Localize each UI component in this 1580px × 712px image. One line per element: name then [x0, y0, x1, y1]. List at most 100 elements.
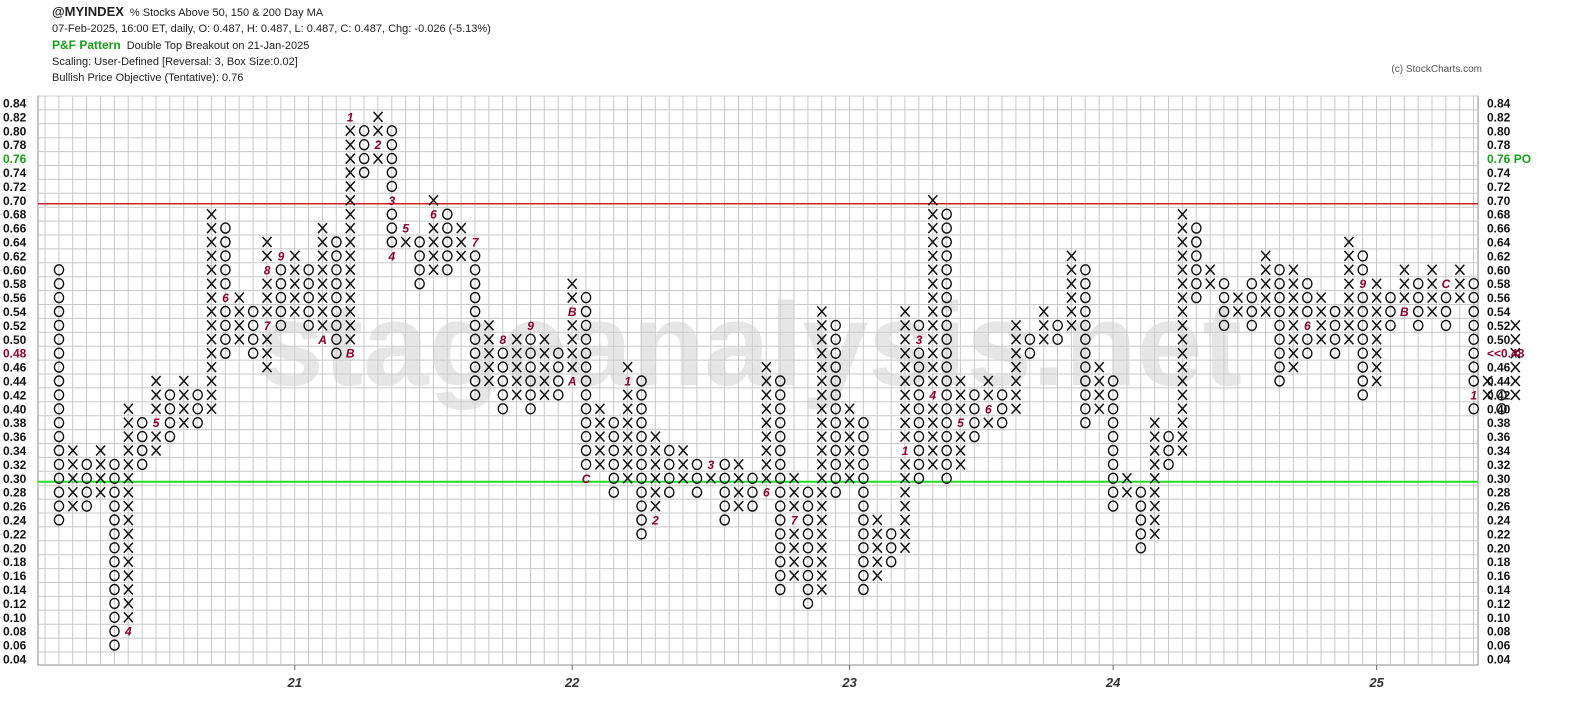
x-box: [289, 292, 300, 304]
o-box: [1357, 333, 1369, 345]
x-box: [1177, 431, 1188, 443]
o-box: [81, 472, 93, 484]
x-box: [1094, 403, 1105, 415]
o-box: [941, 208, 952, 220]
x-box: [1177, 292, 1188, 304]
x-box: [1149, 528, 1160, 540]
x-box: [1010, 403, 1022, 415]
x-box: [1316, 305, 1327, 318]
o-box: [1080, 278, 1091, 290]
o-box: [941, 236, 952, 248]
o-box: [941, 347, 952, 359]
x-box: [1177, 375, 1188, 387]
o-box: [580, 444, 592, 457]
y-tick-label-left: 0.48: [3, 347, 27, 361]
x-box: [345, 139, 356, 151]
o-box: [331, 236, 342, 248]
x-box: [1177, 250, 1188, 262]
x-box: [317, 222, 328, 234]
o-box: [1246, 319, 1258, 332]
o-box: [1274, 375, 1285, 387]
month-marker: 4: [124, 625, 132, 639]
x-box: [955, 458, 966, 470]
y-tick-label-right: 0.04: [1487, 653, 1511, 667]
o-box: [1107, 472, 1119, 484]
y-tick-label-right: 0.44: [1487, 375, 1511, 389]
o-box: [469, 361, 481, 373]
x-box: [428, 264, 439, 276]
o-box: [858, 430, 869, 443]
o-box: [220, 236, 231, 248]
o-box: [941, 389, 952, 401]
o-box: [497, 375, 509, 387]
y-tick-label-left: 0.30: [3, 472, 27, 486]
x-box: [1343, 278, 1354, 290]
o-box: [802, 597, 814, 610]
o-box: [81, 500, 93, 512]
pnf-columns: [53, 111, 1521, 651]
x-box: [372, 111, 384, 123]
x-box: [761, 444, 772, 457]
x-box: [1454, 292, 1465, 304]
o-box: [747, 472, 758, 484]
x-box: [1371, 278, 1382, 290]
x-box: [1177, 403, 1188, 415]
y-tick-label-right: 0.28: [1487, 486, 1511, 500]
o-box: [913, 417, 925, 429]
x-box: [927, 222, 938, 234]
o-box: [53, 319, 65, 332]
o-box: [969, 389, 980, 401]
o-box: [247, 347, 259, 359]
x-box: [345, 222, 356, 234]
o-box: [331, 278, 342, 290]
x-box: [261, 305, 273, 318]
x-box: [900, 347, 911, 359]
x-box: [1066, 264, 1077, 276]
o-box: [774, 472, 786, 484]
o-box: [719, 472, 731, 484]
x-box: [1010, 389, 1022, 401]
o-box: [941, 333, 952, 345]
x-box: [345, 319, 356, 331]
x-box: [289, 305, 300, 318]
o-box: [1080, 305, 1091, 318]
y-tick-label-left: 0.44: [3, 375, 27, 389]
o-box: [1468, 403, 1480, 415]
o-box: [636, 375, 647, 387]
o-box: [1468, 305, 1480, 318]
o-box: [53, 417, 65, 429]
o-box: [53, 375, 65, 387]
o-box: [774, 403, 786, 415]
x-box: [816, 333, 827, 345]
o-box: [747, 486, 758, 498]
o-box: [1274, 333, 1285, 345]
o-box: [802, 528, 814, 540]
x-box: [151, 444, 162, 457]
o-box: [1107, 417, 1119, 429]
o-box: [469, 347, 481, 359]
o-box: [220, 250, 231, 262]
x-box: [900, 417, 911, 429]
x-box: [1094, 375, 1105, 387]
o-box: [719, 514, 731, 526]
o-box: [1052, 319, 1063, 332]
o-box: [1357, 291, 1369, 304]
o-box: [1496, 389, 1507, 401]
o-box: [913, 347, 925, 359]
x-box: [900, 458, 911, 470]
o-box: [858, 458, 869, 471]
o-box: [774, 389, 786, 401]
x-box: [95, 486, 106, 498]
x-box: [1427, 305, 1438, 318]
x-box: [622, 417, 633, 429]
x-box: [983, 417, 994, 429]
x-box: [345, 250, 356, 262]
o-box: [525, 361, 536, 373]
x-box: [1288, 333, 1299, 345]
x-box: [483, 361, 495, 373]
o-box: [331, 347, 342, 359]
o-box: [469, 291, 481, 304]
x-box: [761, 417, 772, 429]
x-box: [1260, 264, 1271, 276]
x-box: [151, 403, 162, 415]
